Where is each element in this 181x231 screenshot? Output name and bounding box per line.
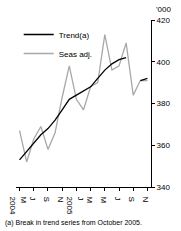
svg-text:360: 360 bbox=[157, 141, 171, 150]
svg-text:(a) Break in trend series from: (a) Break in trend series from October 2… bbox=[5, 219, 142, 227]
svg-text:400: 400 bbox=[157, 58, 171, 67]
svg-text:420: 420 bbox=[157, 16, 171, 25]
svg-text:M: M bbox=[99, 197, 108, 204]
svg-text:S: S bbox=[127, 197, 136, 202]
svg-text:Trend(a): Trend(a) bbox=[59, 31, 90, 40]
svg-text:380: 380 bbox=[157, 99, 171, 108]
svg-text:J2005: J2005 bbox=[65, 197, 84, 215]
svg-text:J: J bbox=[28, 197, 37, 201]
svg-text:'000: '000 bbox=[156, 5, 171, 14]
svg-text:Seas adj.: Seas adj. bbox=[59, 50, 92, 59]
svg-text:N: N bbox=[56, 197, 65, 203]
svg-text:J: J bbox=[113, 197, 122, 201]
svg-text:M: M bbox=[85, 197, 94, 204]
svg-text:N: N bbox=[141, 197, 150, 203]
svg-text:340: 340 bbox=[157, 183, 171, 192]
svg-text:S: S bbox=[42, 197, 51, 202]
svg-text:M2004: M2004 bbox=[8, 197, 27, 215]
